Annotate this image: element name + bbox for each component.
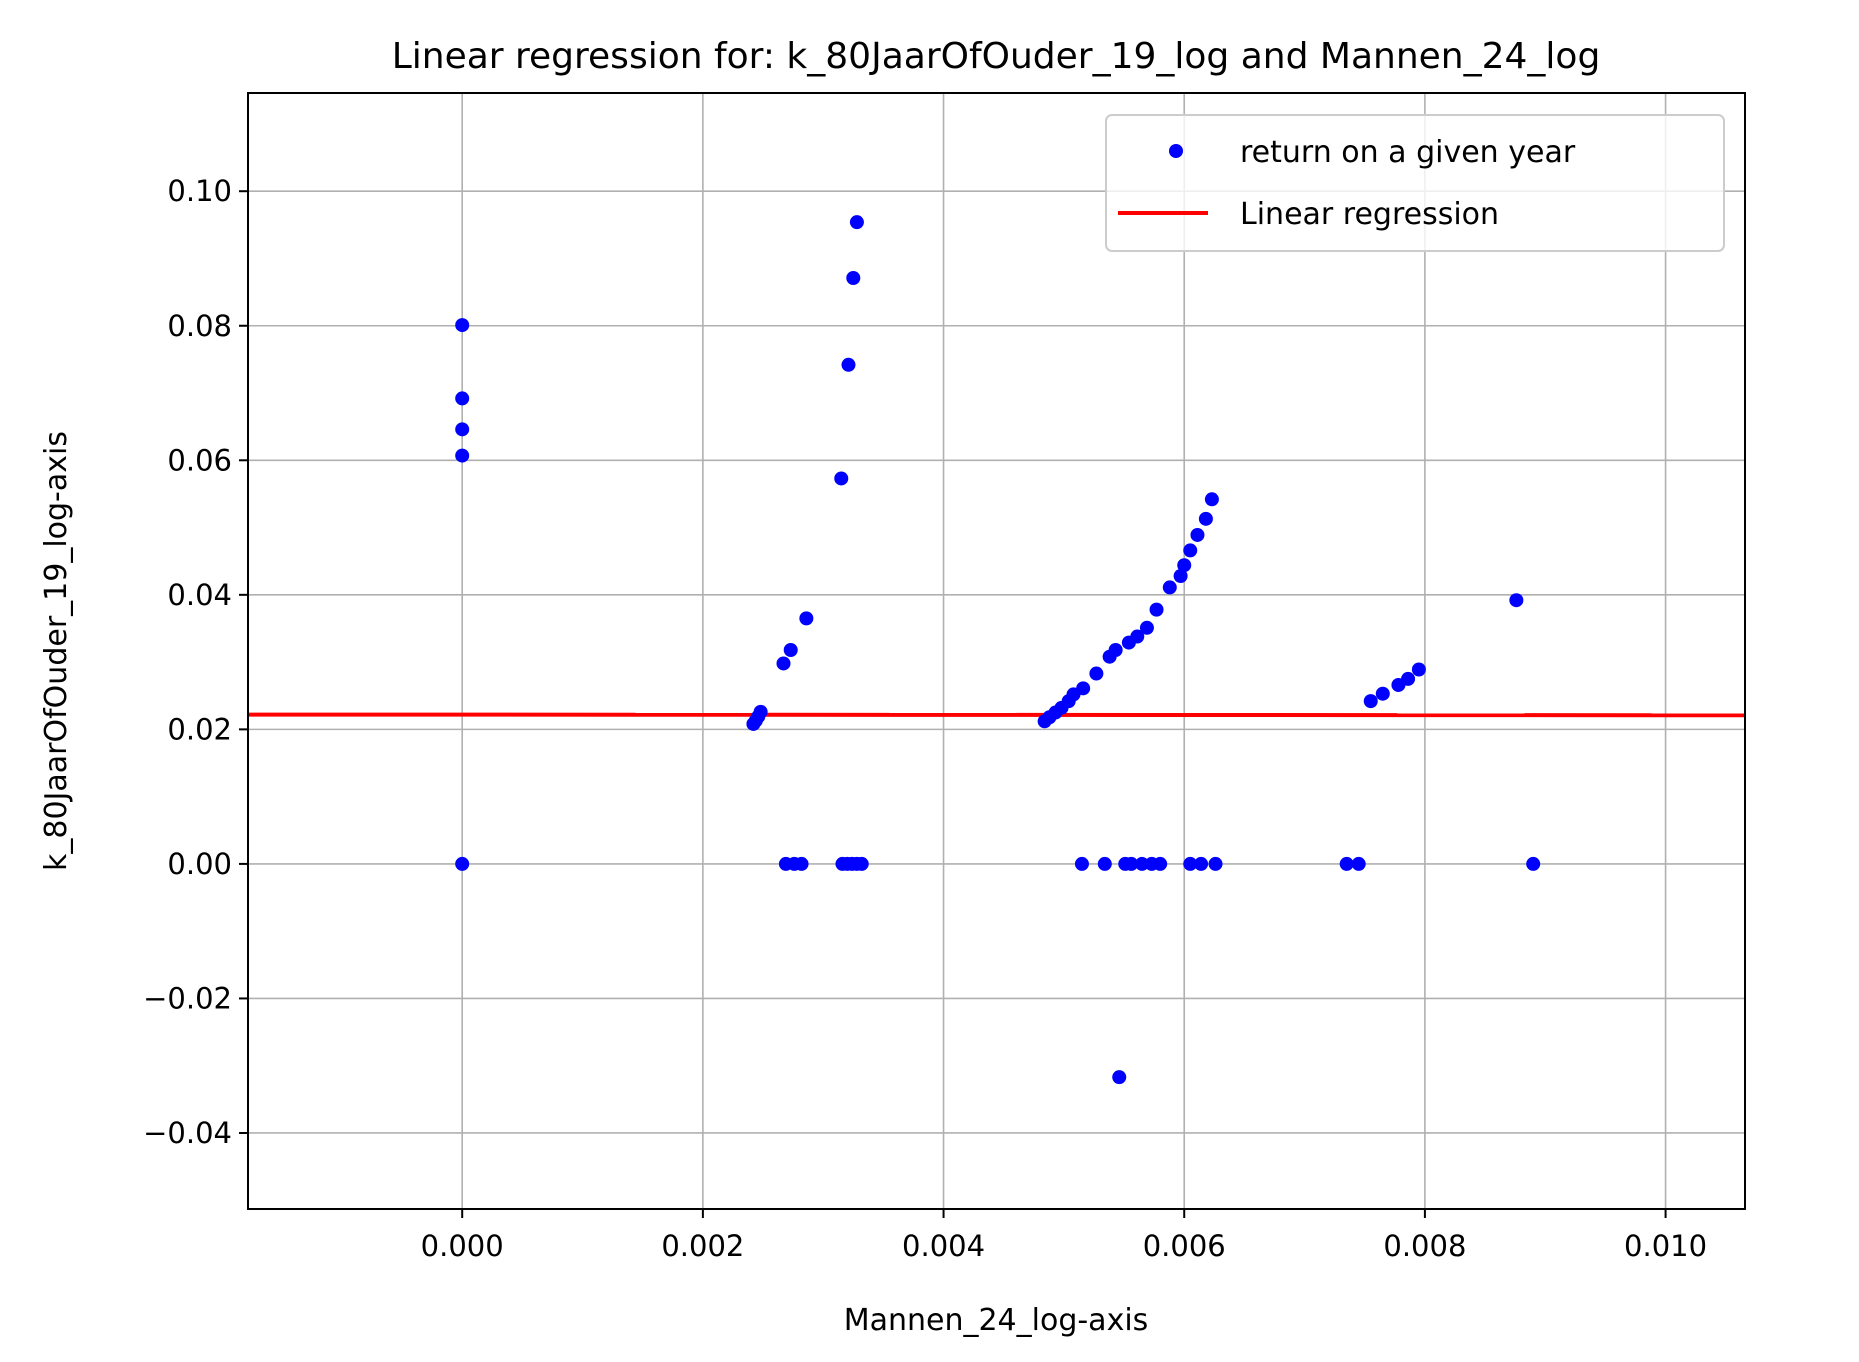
data-point [1097,856,1112,871]
y-tick-label: −0.02 [143,981,232,1015]
y-tick-label: 0.02 [167,712,232,746]
legend: return on a given year Linear regression [1105,114,1725,252]
y-tick-label: 0.06 [167,443,232,477]
legend-box [1105,114,1725,252]
data-point [1153,856,1168,871]
grid-lines [248,93,1745,1209]
data-point [1108,642,1123,657]
data-point [794,856,809,871]
data-point [1183,543,1198,558]
data-point [1173,568,1188,583]
data-point [455,448,470,463]
chart-title: Linear regression for: k_80JaarOfOuder_1… [392,36,1601,77]
data-point [1139,620,1154,635]
legend-label-line: Linear regression [1240,197,1499,232]
x-axis-ticks: 0.000 0.002 0.004 0.006 0.008 0.010 [421,1209,1707,1263]
data-point [455,422,470,437]
y-axis-ticks: −0.04 −0.02 0.00 0.02 0.04 0.06 0.08 0.10 [143,174,248,1150]
data-point [1198,511,1213,526]
x-tick-label: 0.002 [661,1229,744,1263]
data-point [799,611,814,626]
data-point [1135,856,1150,871]
y-tick-label: −0.04 [143,1116,232,1150]
data-point [1351,856,1366,871]
regression-line [247,712,1746,718]
data-point [1190,527,1205,542]
data-point [1183,856,1198,871]
y-tick-label: 0.00 [167,847,232,881]
plot-area [247,92,1746,1210]
data-point [849,215,864,230]
data-point [1363,694,1378,709]
y-tick-label: 0.04 [167,578,232,612]
data-point [1177,558,1192,573]
data-point [1339,856,1354,871]
data-point [1411,662,1426,677]
data-point [776,656,791,671]
data-point [1208,856,1223,871]
x-tick-label: 0.010 [1624,1229,1707,1263]
x-tick-label: 0.004 [902,1229,985,1263]
data-point [834,471,849,486]
data-point [1509,593,1524,608]
plot-background [248,93,1745,1209]
plot-frame [247,92,1746,1210]
data-point [1149,602,1164,617]
data-point [753,704,768,719]
y-tick-label: 0.08 [167,309,232,343]
data-point [1401,671,1416,686]
data-point [1162,580,1177,595]
data-point [1124,856,1139,871]
x-tick-label: 0.006 [1143,1229,1226,1263]
data-point [841,357,856,372]
regression-layer [247,712,1746,718]
y-axis-label: k_80JaarOfOuder_19_log-axis [39,431,74,871]
data-point [1526,856,1541,871]
data-point [1130,629,1145,644]
legend-label-scatter: return on a given year [1240,135,1576,170]
data-point [455,391,470,406]
points-layer [455,215,1541,1085]
y-tick-label: 0.10 [167,174,232,208]
data-point [455,318,470,333]
data-point [1074,856,1089,871]
x-tick-label: 0.000 [421,1229,504,1263]
legend-scatter-marker [1169,144,1183,158]
data-point [1112,1070,1127,1085]
data-point [846,270,861,285]
x-tick-label: 0.008 [1383,1229,1466,1263]
data-point [854,856,869,871]
data-point [1076,681,1091,696]
data-point [1375,686,1390,701]
data-point [783,642,798,657]
data-point [455,856,470,871]
data-point [1204,492,1219,507]
data-point [1194,856,1209,871]
data-point [1089,666,1104,681]
x-axis-label: Mannen_24_log-axis [844,1303,1149,1338]
